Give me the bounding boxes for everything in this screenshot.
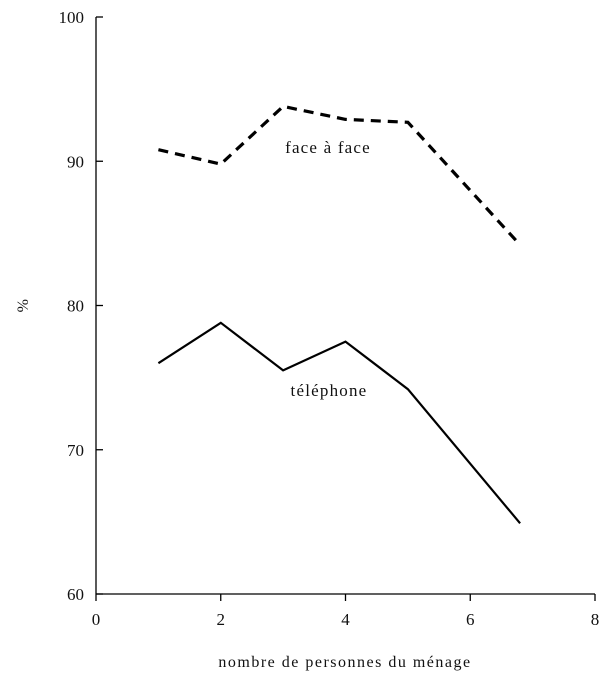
x-tick-label: 4 [341,610,350,629]
y-tick-label: 60 [67,585,84,604]
y-tick-label: 100 [59,8,85,27]
x-axis-title: nombre de personnes du ménage [218,654,471,671]
series-line-dashed [158,104,522,246]
ticks [95,16,596,601]
y-tick-label: 80 [67,297,84,316]
tick-labels: 60 70 80 90 100 0 2 4 6 8 [59,8,600,629]
y-tick-label: 70 [67,441,84,460]
series-line-solid [157,321,521,525]
axes [95,17,595,595]
x-tick-label: 2 [217,610,226,629]
series-label-telephone: téléphone [291,381,368,400]
x-tick-label: 8 [591,610,600,629]
y-axis-title: % [15,298,32,313]
series [157,104,522,525]
x-tick-label: 6 [466,610,475,629]
series-label-face-a-face: face à face [285,138,371,157]
x-tick-label: 0 [92,610,101,629]
y-tick-label: 90 [67,152,84,171]
